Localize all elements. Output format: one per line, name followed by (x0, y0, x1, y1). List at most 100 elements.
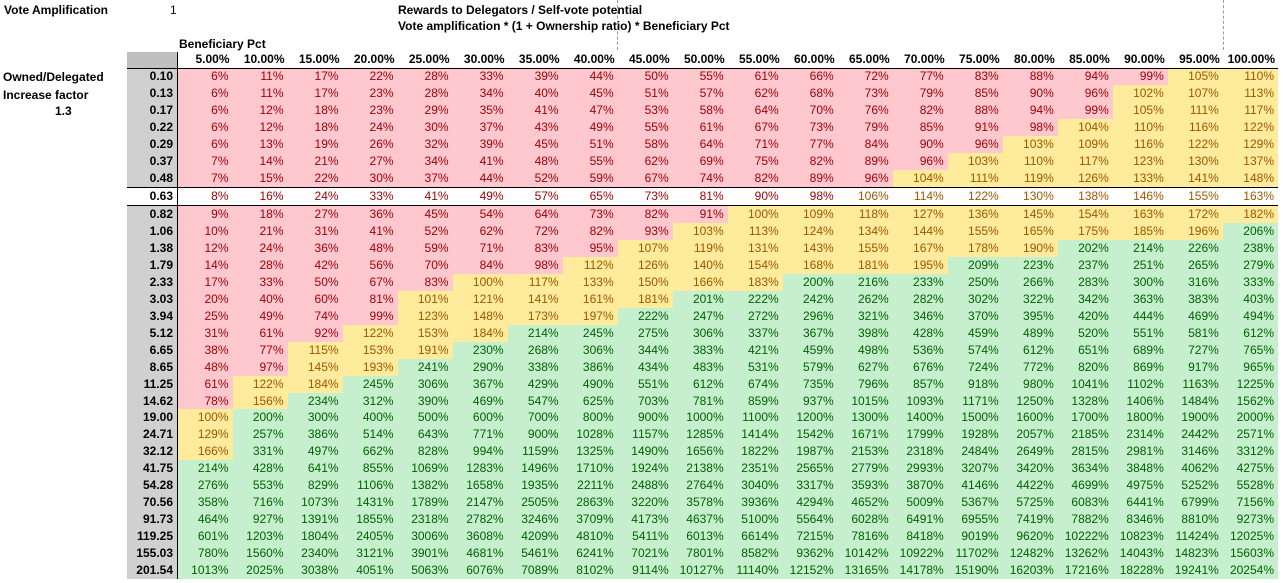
row-factor[interactable]: 6.65 (127, 341, 178, 359)
column-header[interactable]: 80.00% (1002, 52, 1058, 69)
table-cell[interactable]: 226% (1167, 240, 1223, 258)
column-header[interactable]: 20.00% (342, 52, 398, 69)
table-cell[interactable]: 73% (782, 119, 838, 137)
table-cell[interactable]: 689% (1112, 341, 1168, 359)
table-cell[interactable]: 367% (782, 324, 838, 342)
table-cell[interactable]: 429% (507, 375, 563, 393)
table-cell[interactable]: 112% (562, 257, 618, 274)
table-cell[interactable]: 5528% (1222, 477, 1278, 495)
table-cell[interactable]: 27% (287, 205, 343, 224)
table-cell[interactable]: 2340% (287, 544, 343, 562)
table-cell[interactable]: 191% (397, 341, 453, 359)
table-cell[interactable]: 245% (562, 324, 618, 342)
table-cell[interactable]: 279% (1222, 257, 1278, 274)
row-factor[interactable]: 1.06 (127, 223, 178, 241)
table-cell[interactable]: 21% (287, 153, 343, 171)
table-cell[interactable]: 100% (727, 205, 783, 224)
table-cell[interactable]: 8418% (892, 528, 948, 545)
table-cell[interactable]: 116% (1167, 119, 1223, 137)
table-cell[interactable]: 119% (672, 240, 728, 258)
table-cell[interactable]: 117% (1057, 153, 1113, 171)
table-cell[interactable]: 84% (452, 257, 508, 274)
table-cell[interactable]: 105% (1167, 68, 1223, 86)
table-cell[interactable]: 869% (1112, 358, 1168, 376)
table-cell[interactable]: 82% (892, 102, 948, 120)
table-cell[interactable]: 121% (452, 290, 508, 308)
table-cell[interactable]: 79% (837, 119, 893, 137)
table-cell[interactable]: 67% (727, 119, 783, 137)
table-cell[interactable]: 82% (727, 170, 783, 188)
table-cell[interactable]: 47% (562, 102, 618, 120)
table-cell[interactable]: 245% (342, 375, 398, 393)
column-header[interactable]: 35.00% (507, 52, 563, 69)
table-cell[interactable]: 1391% (287, 511, 343, 529)
table-cell[interactable]: 153% (342, 341, 398, 359)
table-cell[interactable]: 520% (1057, 324, 1113, 342)
table-cell[interactable]: 1414% (727, 426, 783, 444)
table-cell[interactable]: 65% (562, 187, 618, 207)
table-cell[interactable]: 14823% (1167, 544, 1223, 562)
table-cell[interactable]: 2815% (1057, 443, 1113, 461)
table-cell[interactable]: 165% (1002, 223, 1058, 241)
table-cell[interactable]: 83% (947, 68, 1003, 86)
table-cell[interactable]: 12% (232, 119, 288, 137)
table-cell[interactable]: 58% (617, 136, 673, 154)
table-cell[interactable]: 7% (177, 170, 233, 188)
table-cell[interactable]: 36% (287, 240, 343, 258)
table-cell[interactable]: 10222% (1057, 528, 1113, 545)
table-cell[interactable]: 6441% (1112, 494, 1168, 512)
table-cell[interactable]: 5725% (1002, 494, 1058, 512)
table-cell[interactable]: 181% (617, 290, 673, 308)
table-cell[interactable]: 154% (1057, 205, 1113, 224)
table-cell[interactable]: 81% (342, 290, 398, 308)
table-cell[interactable]: 41% (342, 223, 398, 241)
table-cell[interactable]: 36% (342, 205, 398, 224)
table-cell[interactable]: 5564% (782, 511, 838, 529)
table-cell[interactable]: 161% (562, 290, 618, 308)
table-cell[interactable]: 5252% (1167, 477, 1223, 495)
table-cell[interactable]: 41% (397, 187, 453, 207)
table-cell[interactable]: 2571% (1222, 426, 1278, 444)
column-header[interactable]: 100.00% (1222, 52, 1278, 69)
table-cell[interactable]: 99% (1112, 68, 1168, 86)
table-cell[interactable]: 367% (452, 375, 508, 393)
table-cell[interactable]: 4209% (507, 528, 563, 545)
column-header[interactable]: 45.00% (617, 52, 673, 69)
table-cell[interactable]: 4275% (1222, 460, 1278, 478)
table-cell[interactable]: 90% (727, 187, 783, 207)
table-cell[interactable]: 89% (837, 153, 893, 171)
table-cell[interactable]: 19% (287, 136, 343, 154)
table-cell[interactable]: 73% (562, 205, 618, 224)
table-cell[interactable]: 7882% (1057, 511, 1113, 529)
column-header[interactable]: 50.00% (672, 52, 728, 69)
table-cell[interactable]: 428% (892, 324, 948, 342)
column-header[interactable]: 65.00% (837, 52, 893, 69)
table-cell[interactable]: 2000% (1222, 409, 1278, 427)
table-cell[interactable]: 6076% (452, 561, 508, 579)
table-cell[interactable]: 12482% (1002, 544, 1058, 562)
table-cell[interactable]: 464% (177, 511, 233, 529)
table-cell[interactable]: 209% (947, 257, 1003, 274)
table-cell[interactable]: 765% (1222, 341, 1278, 359)
table-cell[interactable]: 167% (892, 240, 948, 258)
table-cell[interactable]: 141% (507, 290, 563, 308)
table-cell[interactable]: 103% (947, 153, 1003, 171)
table-cell[interactable]: 214% (177, 460, 233, 478)
table-cell[interactable]: 283% (1057, 273, 1113, 291)
table-cell[interactable]: 6491% (892, 511, 948, 529)
table-cell[interactable]: 7215% (782, 528, 838, 545)
table-cell[interactable]: 7089% (507, 561, 563, 579)
table-cell[interactable]: 10127% (672, 561, 728, 579)
table-cell[interactable]: 8582% (727, 544, 783, 562)
row-factor[interactable]: 201.54 (127, 561, 178, 579)
table-cell[interactable]: 50% (617, 68, 673, 86)
table-cell[interactable]: 674% (727, 375, 783, 393)
table-cell[interactable]: 7% (177, 153, 233, 171)
table-cell[interactable]: 51% (617, 85, 673, 103)
table-cell[interactable]: 155% (837, 240, 893, 258)
table-cell[interactable]: 54% (452, 205, 508, 224)
table-cell[interactable]: 113% (727, 223, 783, 241)
table-cell[interactable]: 700% (507, 409, 563, 427)
table-cell[interactable]: 1799% (892, 426, 948, 444)
table-cell[interactable]: 25% (177, 307, 233, 325)
